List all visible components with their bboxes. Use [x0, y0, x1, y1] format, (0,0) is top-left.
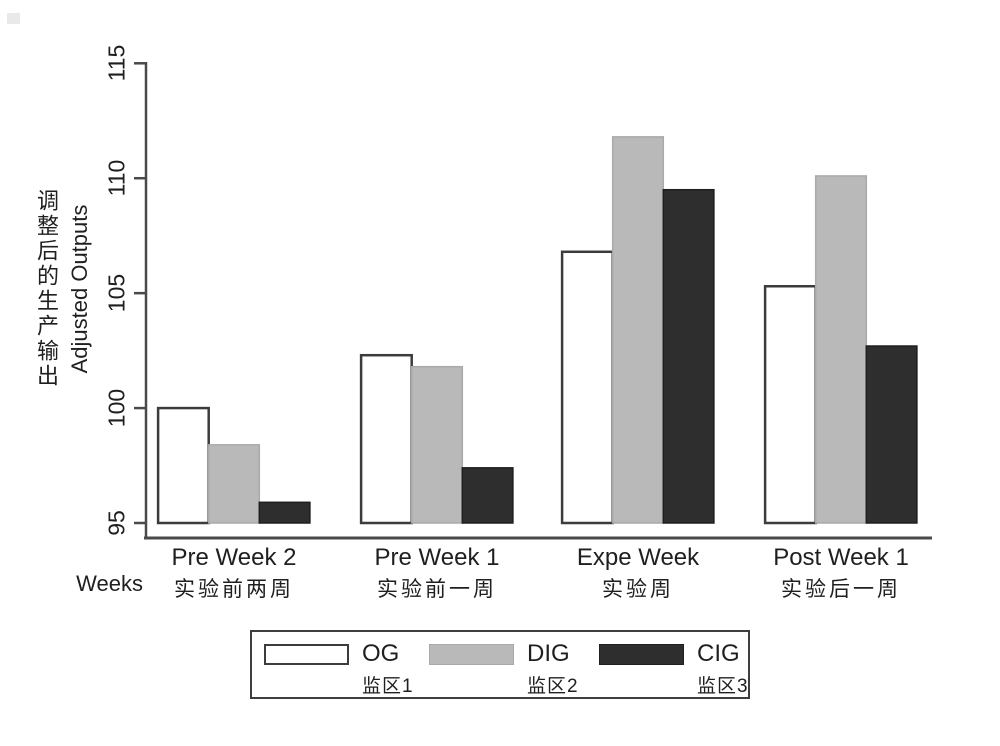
y-tick-label-95: 95: [103, 510, 130, 536]
y-axis-title-english: Adjusted Outputs: [67, 204, 92, 374]
x-axis-title: Weeks: [76, 571, 143, 596]
x-category-label-zh: 实验周: [601, 578, 674, 601]
x-category-label-en: Post Week 1: [773, 544, 909, 571]
legend-swatch-cig: [599, 644, 684, 665]
x-category-pre-week-1: Pre Week 1 实验前一周: [375, 545, 500, 603]
bar-CIG-post-week-1: [865, 345, 918, 524]
bar-OG-pre-week-2: [156, 406, 210, 525]
x-category-label-en: Pre Week 1: [374, 544, 500, 571]
bar-CIG-pre-week-2: [258, 501, 311, 524]
x-category-expe-week: Expe Week 实验周: [577, 545, 699, 603]
bar-OG-expe-week: [560, 250, 614, 525]
x-category-label-zh: 实验前两周: [173, 578, 294, 601]
x-category-label-zh: 实验前一周: [376, 578, 497, 601]
legend-swatch-dig: [429, 644, 514, 665]
bar-DIG-pre-week-1: [410, 365, 464, 524]
legend-label-zh: 监区1: [362, 676, 414, 697]
legend-swatch-og: [264, 644, 349, 665]
bar-OG-post-week-1: [763, 285, 817, 525]
bar-DIG-expe-week: [611, 136, 665, 524]
legend-box: OG 监区1 DIG 监区2 CIG 监区3: [250, 630, 750, 699]
x-category-label-zh: 实验后一周: [781, 578, 901, 601]
legend-label-zh: 监区3: [697, 676, 749, 697]
x-category-post-week-1: Post Week 1 实验后一周: [773, 545, 909, 603]
x-category-label-en: Expe Week: [576, 544, 700, 571]
legend-label-en: CIG: [697, 640, 740, 667]
x-category-label-en: Pre Week 2: [171, 544, 297, 571]
x-category-pre-week-2: Pre Week 2 实验前两周: [172, 545, 297, 603]
legend-label-en: DIG: [527, 640, 570, 667]
bar-DIG-post-week-1: [814, 175, 868, 524]
bar-OG-pre-week-1: [359, 353, 413, 525]
y-tick-label-100: 100: [103, 388, 130, 428]
legend-label-zh: 监区2: [527, 676, 579, 697]
legend-item-og: OG 监区1: [264, 640, 414, 698]
y-axis-title-chinese: 调整后的生产输出: [34, 189, 59, 389]
scan-artifact: [7, 13, 20, 24]
y-tick-label-105: 105: [103, 273, 130, 313]
y-tick-label-115: 115: [103, 44, 130, 82]
legend-item-dig: DIG 监区2: [429, 640, 579, 698]
bar-CIG-pre-week-1: [461, 467, 514, 524]
legend-item-cig: CIG 监区3: [599, 640, 749, 698]
legend-label-en: OG: [362, 640, 400, 667]
bar-CIG-expe-week: [662, 188, 715, 524]
bar-DIG-pre-week-2: [207, 444, 261, 524]
y-tick-label-110: 110: [103, 159, 130, 197]
